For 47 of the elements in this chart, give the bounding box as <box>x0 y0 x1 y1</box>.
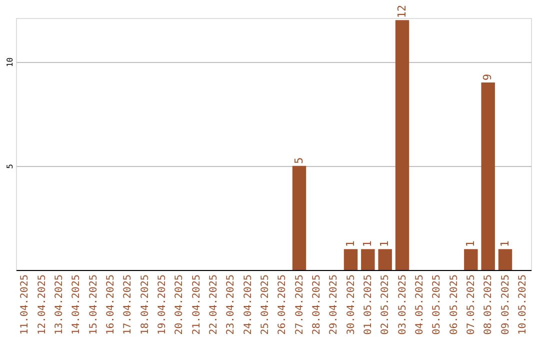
data-label: 12 <box>395 4 408 18</box>
x-tick-label: 17.04.2025 <box>122 274 134 335</box>
x-tick-label: 10.05.2025 <box>517 274 528 335</box>
y-tick-label: 10 <box>6 57 14 68</box>
x-tick-label: 04.05.2025 <box>414 274 426 335</box>
data-label: 1 <box>498 240 512 248</box>
x-tick-label: 20.04.2025 <box>174 274 186 335</box>
x-tick-label: 30.04.2025 <box>346 274 357 335</box>
x-tick-label: 24.04.2025 <box>242 274 254 335</box>
x-tick-label: 03.05.2025 <box>397 274 408 335</box>
bar <box>498 249 512 270</box>
bar <box>464 249 478 270</box>
x-tick-label: 18.04.2025 <box>140 274 151 335</box>
x-tick-label: 07.05.2025 <box>466 274 477 335</box>
bar <box>361 249 375 270</box>
x-tick-label: 15.04.2025 <box>88 274 100 335</box>
x-tick-label: 25.04.2025 <box>260 274 271 335</box>
x-tick-label: 06.05.2025 <box>448 274 460 335</box>
x-tick-label: 14.04.2025 <box>71 274 82 335</box>
x-tick-label: 28.04.2025 <box>311 274 322 335</box>
x-tick-label: 21.04.2025 <box>191 274 202 335</box>
x-tick-label: 23.04.2025 <box>226 274 237 335</box>
bar <box>292 166 306 270</box>
x-tick-label: 05.05.2025 <box>432 274 443 335</box>
x-tick-label: 09.05.2025 <box>500 274 512 335</box>
data-label: 1 <box>378 240 392 248</box>
x-tick-label: 12.04.2025 <box>36 274 48 335</box>
x-tick-label: 02.05.2025 <box>380 274 392 335</box>
x-tick-label: 11.04.2025 <box>20 274 31 335</box>
x-tick-label: 22.04.2025 <box>208 274 220 335</box>
data-label: 1 <box>360 240 374 248</box>
bar <box>378 249 392 270</box>
data-label: 1 <box>344 240 357 248</box>
x-tick-label: 26.04.2025 <box>277 274 288 335</box>
data-label: 9 <box>481 74 494 81</box>
x-tick-label: 19.04.2025 <box>156 274 168 335</box>
x-tick-label: 27.04.2025 <box>294 274 306 335</box>
data-label: 5 <box>292 157 306 164</box>
x-tick-label: 08.05.2025 <box>483 274 494 335</box>
bar <box>344 249 358 270</box>
x-tick-label: 16.04.2025 <box>105 274 116 335</box>
bar <box>481 82 495 270</box>
data-label: 1 <box>464 240 477 248</box>
x-tick-label: 29.04.2025 <box>328 274 340 335</box>
x-tick-label: 13.04.2025 <box>54 274 65 335</box>
x-tick-label: 01.05.2025 <box>362 274 374 335</box>
bar <box>395 20 410 270</box>
